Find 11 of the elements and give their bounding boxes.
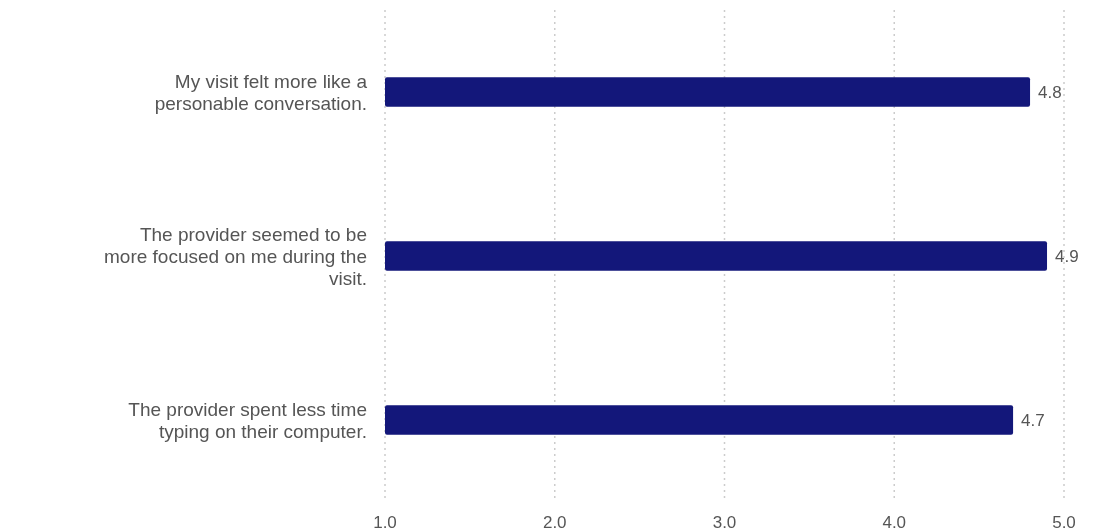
y-tick-label: The provider spent less time typing on their computer. — [128, 398, 367, 442]
data-label: 4.7 — [1021, 410, 1045, 430]
x-tick-label: 4.0 — [882, 513, 907, 530]
x-tick-label: 1.0 — [373, 513, 397, 530]
data-label: 4.8 — [1038, 82, 1062, 102]
y-tick-label: The provider seemed to be more focused on me during the visit. — [104, 223, 367, 289]
y-tick-label: My visit felt more like a personable conversation. — [154, 70, 368, 114]
x-tick-label: 5.0 — [1052, 513, 1076, 530]
x-tick-label: 2.0 — [542, 513, 567, 530]
x-tick-label: 3.0 — [712, 513, 737, 530]
data-label: 4.9 — [1055, 246, 1079, 266]
